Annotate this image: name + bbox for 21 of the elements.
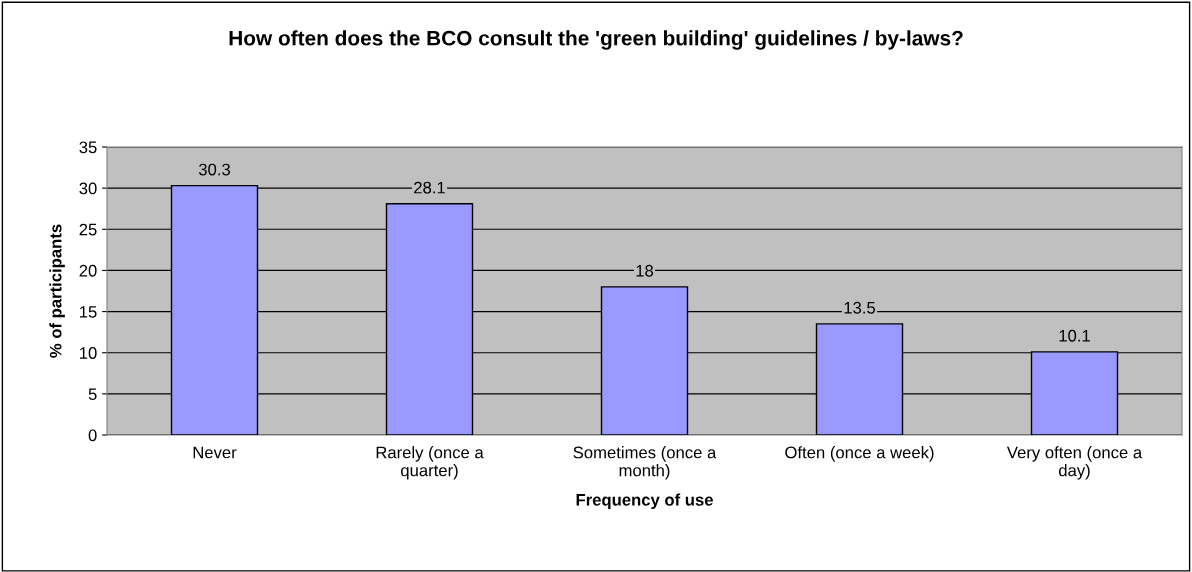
- y-tick-label: 15: [80, 306, 97, 318]
- y-axis-title: % of participants: [49, 224, 65, 358]
- x-tick-label: Never: [193, 446, 237, 459]
- y-tick-label: 30: [79, 182, 97, 195]
- data-label: 10.1: [1059, 329, 1090, 342]
- data-label: 18: [636, 264, 654, 277]
- chart-title: How often does the BCO consult the 'green building' guidelines / by-laws?: [229, 30, 963, 50]
- x-tick-label: Often (once a week): [785, 446, 934, 462]
- x-tick-label: Sometimes (once a month): [573, 446, 717, 480]
- data-label: 30.3: [198, 163, 230, 176]
- y-tick-label: 5: [88, 388, 97, 401]
- y-tick-label: 10: [80, 347, 97, 359]
- y-tick-label: 25: [79, 223, 97, 236]
- x-tick-label: Rarely (once a quarter): [376, 446, 484, 480]
- x-tick-label: Very often (once a day): [1006, 446, 1143, 480]
- data-label: 13.5: [844, 301, 876, 314]
- y-tick-label: 20: [79, 264, 97, 277]
- data-label: 28.1: [414, 181, 445, 194]
- y-tick-label: 0: [88, 429, 97, 442]
- y-tick-label: 35: [79, 141, 97, 154]
- x-axis-title: Frequency of use: [576, 493, 713, 510]
